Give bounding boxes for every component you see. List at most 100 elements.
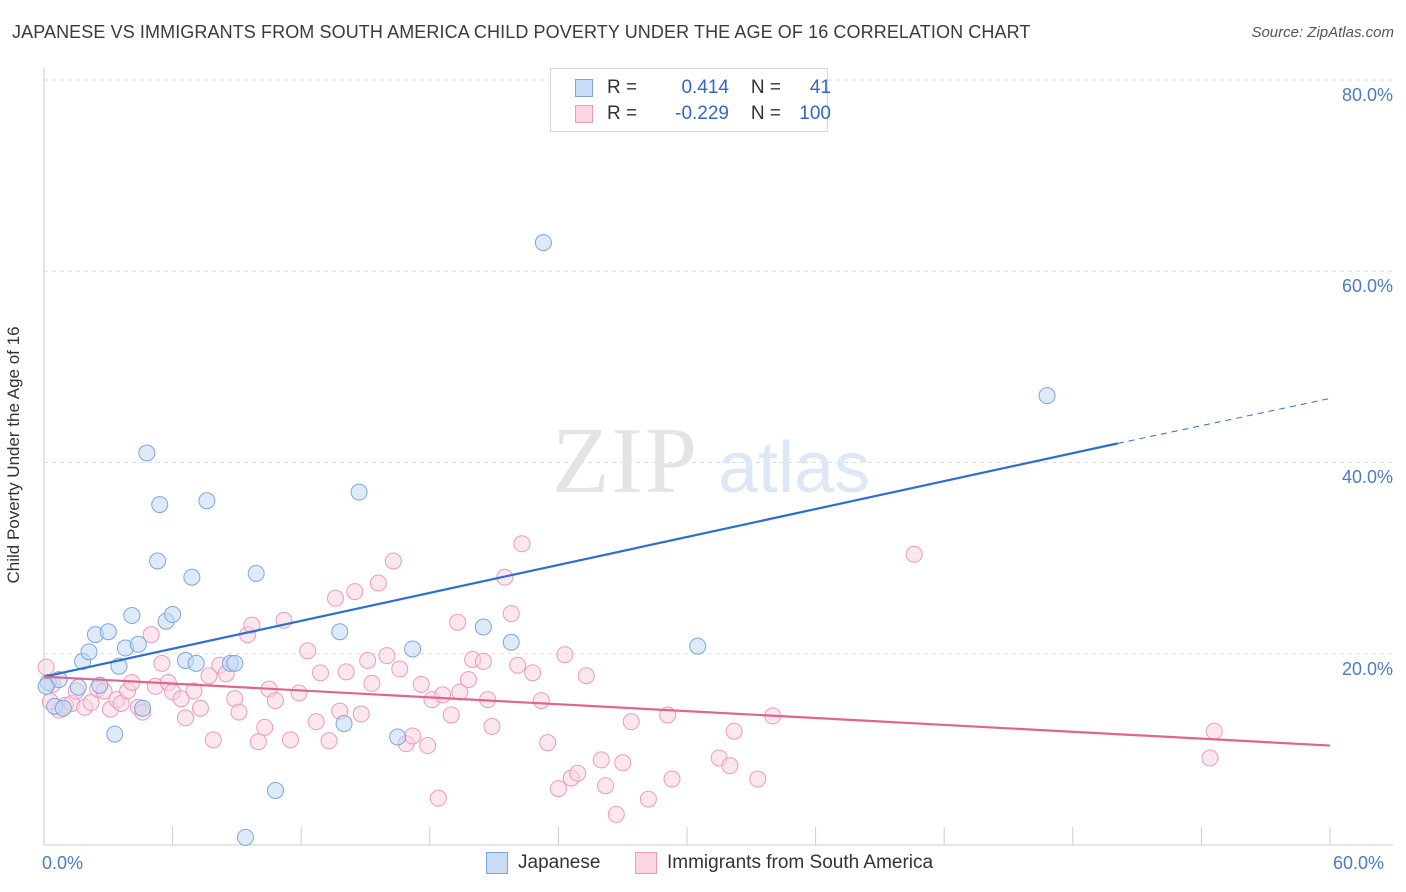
japanese-point [187, 654, 205, 672]
y-tick-80: 80.0% [1341, 85, 1393, 105]
south-america-point [369, 574, 387, 592]
south-america-point [483, 717, 501, 735]
south-america-point [513, 535, 531, 553]
south-america-point [556, 646, 574, 664]
south-america-point [459, 671, 477, 689]
japanese-point [164, 606, 182, 624]
south-america-point [622, 713, 640, 731]
south-america-point [359, 651, 377, 669]
south-america-point [404, 727, 422, 745]
y-tick-60: 60.0% [1341, 276, 1393, 296]
x-tick-min: 0.0% [42, 853, 84, 873]
x-tick-max: 60.0% [1333, 853, 1385, 873]
japanese-point [474, 618, 492, 636]
south-america-point [639, 790, 657, 808]
south-america-point [592, 751, 610, 769]
south-america-point [474, 652, 492, 670]
series-legend: Japanese Immigrants from South America [0, 852, 1406, 878]
legend-row-south-america: R = -0.229 N = 100 [575, 102, 831, 126]
south-america-point [449, 613, 467, 631]
south-america-point [597, 777, 615, 795]
legend-r-label: R = [607, 103, 638, 124]
axes [43, 68, 1393, 846]
south-america-point [412, 675, 430, 693]
y-tick-40: 40.0% [1341, 467, 1393, 487]
south-america-point [569, 764, 587, 782]
legend-item-south-america[interactable]: Immigrants from South America [635, 852, 933, 874]
south-america-point [749, 770, 767, 788]
south-america-point [326, 589, 344, 607]
japanese-point [247, 564, 265, 582]
japanese-points [37, 234, 1056, 846]
south-america-point [524, 664, 542, 682]
legend-r-label: R = [607, 77, 638, 98]
south-america-point [249, 733, 267, 751]
chart-title: JAPANESE VS IMMIGRANTS FROM SOUTH AMERIC… [12, 22, 1031, 42]
japanese-point [54, 699, 72, 717]
south-america-point [539, 734, 557, 752]
japanese-point [138, 444, 156, 462]
south-america-point [509, 656, 527, 674]
legend-n-value: 41 [809, 77, 831, 98]
south-america-point [378, 647, 396, 665]
south-america-point [346, 583, 364, 601]
japanese-point [151, 496, 169, 514]
source-label: Source: ZipAtlas.com [1251, 24, 1394, 41]
japanese-point [534, 234, 552, 252]
japanese-point [134, 699, 152, 717]
south-america-points [37, 535, 1223, 823]
south-america-point [607, 805, 625, 823]
stats-legend: R = 0.414 N = 41 R = -0.229 N = 100 [550, 68, 831, 132]
south-america-point [721, 757, 739, 775]
south-america-point [200, 667, 218, 685]
gridlines [44, 79, 1393, 655]
south-america-point [502, 605, 520, 623]
south-america-point [142, 626, 160, 644]
south-america-point [290, 684, 308, 702]
japanese-trend-line [43, 442, 1119, 678]
legend-label-south-america: Immigrants from South America [667, 852, 934, 873]
south-america-point [37, 658, 55, 676]
japanese-point [266, 781, 284, 799]
y-tick-20: 20.0% [1341, 659, 1393, 679]
south-america-point [1205, 722, 1223, 740]
japanese-point [106, 725, 124, 743]
japanese-point [350, 483, 368, 501]
watermark-zip: ZIP [552, 409, 699, 513]
legend-item-japanese[interactable]: Japanese [486, 852, 600, 874]
legend-n-label: N = [750, 103, 781, 124]
japanese-point [37, 677, 55, 695]
japanese-point [502, 633, 520, 651]
south-america-point [230, 703, 248, 721]
south-america-point [337, 663, 355, 681]
south-america-point [725, 722, 743, 740]
south-america-point [172, 690, 190, 708]
south-america-point [281, 731, 299, 749]
south-america-point [153, 654, 171, 672]
south-america-point [266, 692, 284, 710]
south-america-point [429, 789, 447, 807]
south-america-point [299, 642, 317, 660]
japanese-point [226, 654, 244, 672]
japanese-point [335, 715, 353, 733]
south-america-point [243, 616, 261, 634]
japanese-point [236, 828, 254, 846]
south-america-point [577, 667, 595, 685]
south-america-trend-line [43, 675, 1331, 747]
legend-row-japanese: R = 0.414 N = 41 [575, 76, 831, 100]
south-america-point [391, 660, 409, 678]
south-america-point [176, 709, 194, 727]
japanese-point [389, 728, 407, 746]
south-america-point [307, 713, 325, 731]
legend-r-value: 0.414 [681, 77, 729, 98]
south-america-point [320, 732, 338, 750]
legend-r-value: -0.229 [675, 103, 729, 124]
watermark-atlas: atlas [718, 428, 870, 508]
japanese-point [149, 552, 167, 570]
legend-label-japanese: Japanese [518, 852, 601, 873]
south-america-point [191, 699, 209, 717]
south-america-point [363, 674, 381, 692]
south-america-point [532, 692, 550, 710]
japanese-point [1038, 387, 1056, 405]
